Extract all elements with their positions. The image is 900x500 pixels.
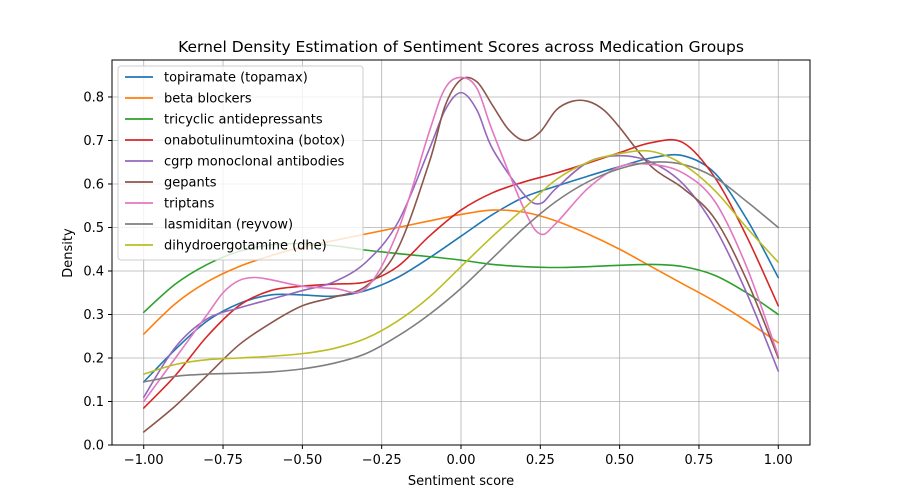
chart-title: Kernel Density Estimation of Sentiment S… (178, 38, 744, 56)
y-axis-label: Density (61, 228, 76, 278)
x-tick-label: −0.75 (203, 453, 243, 468)
x-tick-label: 0.25 (526, 453, 555, 468)
series-line-7 (142, 161, 780, 383)
y-tick-label: 0.4 (83, 264, 104, 279)
legend-label: onabotulinumtoxina (botox) (164, 134, 345, 149)
legend-label: triptans (164, 197, 215, 212)
legend: topiramate (topamax) beta blockers tricycl… (117, 65, 364, 261)
x-tick-label: −0.50 (282, 453, 322, 468)
x-tick-label: 0.75 (684, 453, 713, 468)
y-tick-label: 0.6 (83, 177, 104, 192)
x-tick-label: 0.50 (605, 453, 634, 468)
series-line-8 (142, 149, 780, 375)
y-tick-label: 0.3 (83, 308, 104, 323)
legend-label: beta blockers (164, 92, 252, 107)
x-axis-ticks: −1.00 −0.75 −0.50 −0.25 0.00 0.25 0.50 0.75 1.00 (124, 445, 793, 468)
y-tick-label: 0.5 (83, 221, 104, 236)
y-axis-ticks: 0.0 0.1 0.2 0.3 0.4 0.5 0.6 0.7 0.8 (83, 90, 112, 454)
legend-box (117, 65, 364, 261)
series-line-6 (142, 76, 780, 403)
series-line-1 (142, 209, 780, 344)
legend-label: dihydroergotamine (dhe) (164, 239, 327, 254)
series-line-4 (142, 91, 780, 398)
series-line-3 (142, 138, 780, 409)
y-tick-label: 0.8 (83, 90, 104, 105)
series-line-5 (142, 76, 780, 433)
x-tick-label: 1.00 (764, 453, 793, 468)
x-tick-label: −0.25 (362, 453, 402, 468)
legend-label: tricyclic antidepressants (164, 113, 323, 128)
x-tick-label: −1.00 (124, 453, 164, 468)
y-tick-label: 0.7 (83, 134, 104, 149)
y-tick-label: 0.1 (83, 395, 104, 410)
legend-label: lasmiditan (reyvow) (164, 218, 293, 233)
legend-label: gepants (164, 176, 217, 191)
y-tick-label: 0.2 (83, 351, 104, 366)
legend-label: topiramate (topamax) (164, 71, 308, 86)
x-axis-label: Sentiment score (408, 474, 514, 489)
x-tick-label: 0.00 (447, 453, 476, 468)
y-tick-label: 0.0 (83, 439, 104, 454)
legend-label: cgrp monoclonal antibodies (164, 155, 345, 170)
